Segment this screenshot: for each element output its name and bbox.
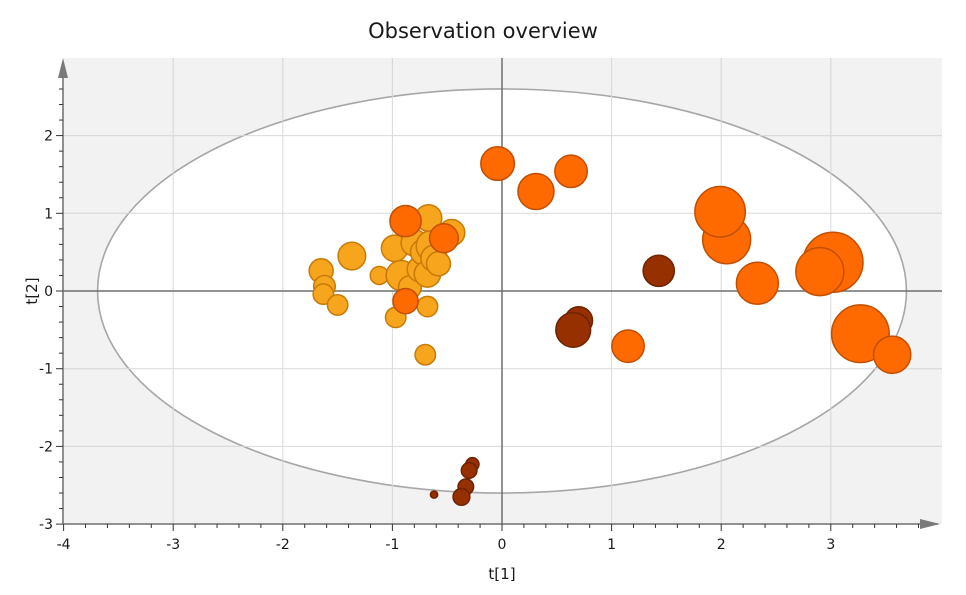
x-tick-label: 1	[607, 537, 616, 553]
data-point	[416, 295, 439, 318]
y-tick-label: -1	[39, 362, 53, 378]
data-points	[308, 146, 912, 507]
data-point	[389, 204, 422, 238]
data-point	[428, 223, 460, 254]
zero-lines	[63, 58, 942, 524]
data-point	[425, 251, 452, 277]
data-point	[642, 254, 676, 288]
x-tick-label: -3	[166, 537, 180, 553]
x-tick-label: -4	[57, 537, 71, 553]
data-point	[392, 287, 419, 315]
x-tick-label: 2	[717, 537, 726, 553]
y-axis-label: t[2]	[23, 277, 41, 304]
data-point	[326, 294, 349, 316]
x-tick-label: 3	[826, 537, 835, 553]
y-tick-label: -2	[39, 439, 53, 455]
data-point	[452, 487, 471, 507]
data-point	[414, 343, 437, 366]
x-tick-label: 0	[498, 537, 507, 553]
data-point	[872, 335, 912, 375]
axes	[58, 58, 940, 529]
x-tick-label: -2	[276, 537, 290, 553]
data-point	[555, 311, 592, 349]
x-tick-label: -1	[385, 537, 399, 553]
y-tick-label: 1	[44, 206, 53, 222]
y-tick-label: 0	[44, 284, 53, 300]
x-axis-label: t[1]	[488, 565, 515, 583]
data-point	[517, 172, 555, 211]
data-point	[611, 329, 645, 364]
y-tick-label: -3	[39, 517, 53, 533]
data-point	[429, 490, 439, 499]
data-point	[480, 146, 516, 182]
data-point	[735, 261, 780, 305]
y-axis-arrow-icon	[58, 58, 68, 78]
x-axis-arrow-icon	[920, 519, 940, 529]
chart-title: Observation overview	[368, 19, 598, 43]
data-point	[337, 241, 367, 271]
data-point	[554, 154, 588, 189]
data-point	[795, 246, 845, 297]
data-point	[694, 185, 747, 238]
y-tick-label: 2	[44, 129, 53, 145]
data-point	[460, 461, 478, 480]
